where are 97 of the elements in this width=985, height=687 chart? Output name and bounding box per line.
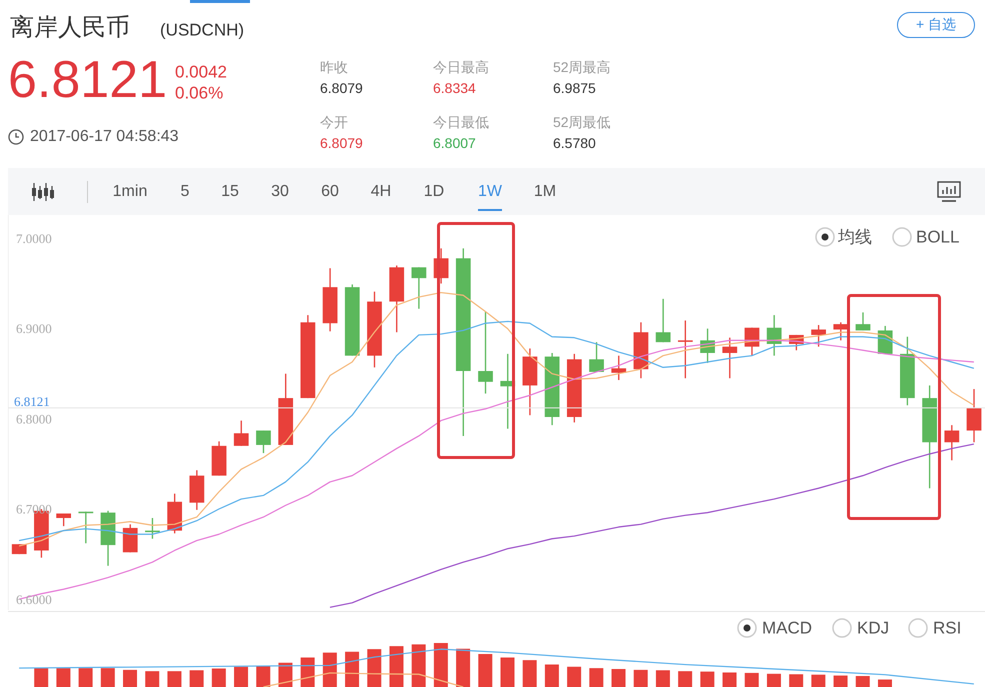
- candlestick: [478, 310, 493, 394]
- bar: [345, 652, 360, 687]
- text: KDJ: [857, 618, 890, 638]
- bar: [766, 674, 781, 687]
- chart-subtitle: (USDCNH): [160, 20, 244, 40]
- bar: [634, 670, 648, 687]
- annotation: BOLL: [916, 228, 960, 246]
- bar: [256, 665, 270, 687]
- bar: [522, 660, 537, 687]
- candlestick: [856, 312, 870, 332]
- bar: [212, 668, 226, 687]
- text: 2017-06-17 04:58:43: [30, 128, 179, 145]
- text: 5: [180, 183, 190, 200]
- text: + 自选: [897, 12, 975, 38]
- line-series: [329, 443, 974, 608]
- y-tick-label: 6.9000: [16, 321, 52, 336]
- bar: [56, 668, 70, 687]
- text: 1W: [478, 183, 502, 200]
- text: 0.06%: [175, 84, 224, 102]
- y-tick-label: 7.0000: [16, 231, 52, 246]
- bar: [100, 668, 115, 687]
- candlestick: [611, 355, 626, 381]
- bar: [34, 668, 48, 687]
- candlestick: [234, 420, 249, 447]
- candlestick: [412, 266, 426, 310]
- y-tick-label: 6.7000: [16, 502, 52, 517]
- text: 52周最低: [553, 114, 611, 130]
- text: 今日最低: [433, 114, 489, 130]
- text: 6.8334: [433, 80, 476, 96]
- bar: [678, 671, 692, 687]
- chart-title: 离岸人民币: [10, 14, 130, 41]
- candlestick: [56, 512, 72, 527]
- text: 15: [221, 183, 239, 200]
- candlestick: [833, 322, 848, 342]
- ref-line-label: 6.8121: [14, 394, 50, 409]
- text: 60: [321, 183, 339, 200]
- text: 6.8121: [8, 51, 168, 109]
- candlestick: [78, 511, 94, 544]
- candlestick: [656, 298, 671, 343]
- candlestick: [145, 517, 160, 540]
- text: 30: [271, 183, 289, 200]
- candlestick: [256, 430, 271, 454]
- bar: [589, 668, 604, 687]
- candlestick: [944, 424, 960, 461]
- bar: [123, 670, 138, 687]
- text: 今开: [320, 114, 348, 130]
- text: RSI: [933, 618, 962, 638]
- text: 1D: [424, 183, 444, 200]
- candlestick: [744, 327, 760, 356]
- y-tick-label: 6.6000: [16, 592, 52, 607]
- candlestick: [722, 337, 738, 379]
- text: 1M: [534, 183, 556, 200]
- bar: [612, 668, 626, 687]
- bar: [744, 672, 759, 687]
- bar: [234, 666, 248, 687]
- bar: [656, 670, 670, 687]
- text: 6.8007: [433, 135, 476, 151]
- bar: [789, 674, 804, 687]
- bar: [834, 676, 848, 687]
- bar: [145, 671, 160, 687]
- text: 0.0042: [175, 62, 227, 82]
- bar: [300, 658, 315, 687]
- candlestick: [678, 320, 693, 379]
- text: 1min: [112, 183, 148, 200]
- text: 6.5780: [553, 135, 596, 151]
- candlestick: [766, 314, 782, 356]
- y-tick-label: 6.8000: [16, 411, 52, 426]
- bar: [456, 648, 470, 687]
- bar: [567, 666, 582, 687]
- candlestick: [589, 342, 604, 373]
- annotation: 均线: [838, 228, 872, 246]
- bar: [700, 672, 714, 687]
- bar: [412, 644, 426, 687]
- candlestick: [966, 388, 982, 443]
- text: 昨收: [320, 59, 348, 75]
- bar: [190, 670, 204, 687]
- text: 6.8079: [320, 80, 363, 96]
- bar: [322, 652, 337, 687]
- bar: [856, 676, 870, 687]
- bar: [722, 672, 737, 687]
- bar: [478, 654, 492, 687]
- bar: [434, 643, 448, 687]
- bar: [167, 671, 182, 687]
- bar: [367, 649, 382, 687]
- text: 6.9875: [553, 80, 596, 96]
- bar: [544, 664, 559, 687]
- text: 4H: [370, 183, 392, 200]
- text: 6.8079: [320, 135, 363, 151]
- text: MACD: [762, 618, 812, 638]
- candlestick: [811, 324, 826, 348]
- bar: [78, 668, 93, 687]
- bar: [389, 646, 404, 687]
- bar: [811, 674, 826, 687]
- text: 今日最高: [433, 59, 489, 75]
- bar: [878, 680, 892, 687]
- text: 52周最高: [553, 59, 611, 75]
- bar: [500, 658, 514, 687]
